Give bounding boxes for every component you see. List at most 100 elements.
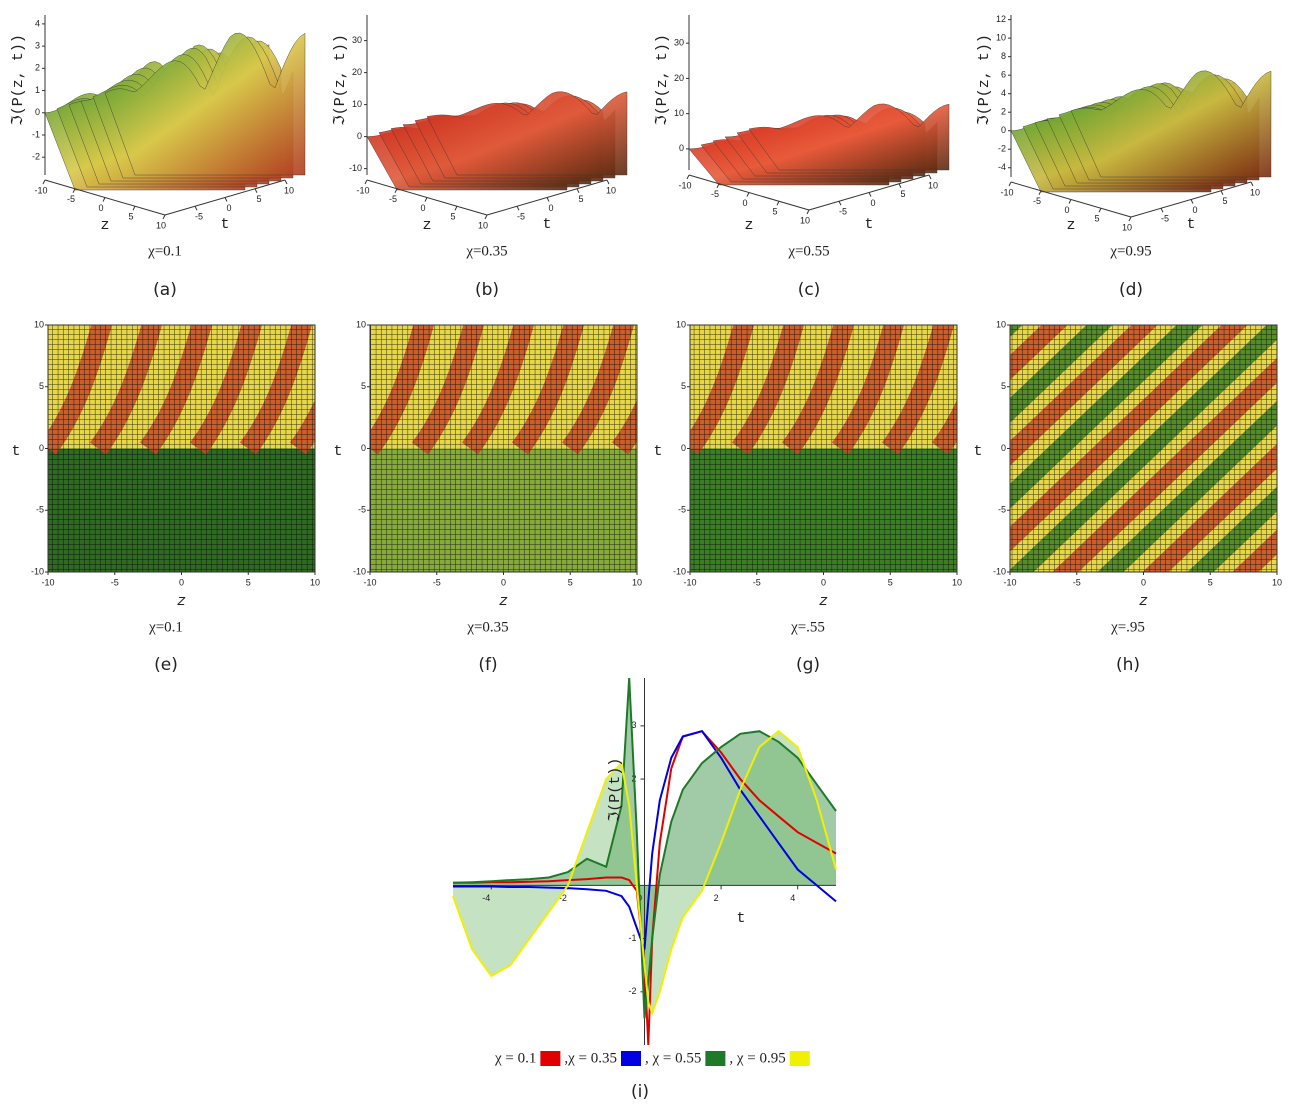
y-tick-label: 10: [284, 185, 294, 195]
panel-label: (a): [153, 280, 177, 300]
z-tick-label: 4: [1001, 88, 1006, 98]
parameter-label: χ=0.35: [465, 243, 507, 259]
y-tick-label: -10: [673, 566, 686, 576]
parameter-label: χ=0.55: [787, 243, 829, 259]
x-tick-label: -5: [389, 194, 397, 204]
parameter-label: χ=0.1: [147, 243, 182, 259]
grid-overlay: [690, 325, 957, 572]
y-tick-label: -5: [517, 212, 525, 222]
z-tick-label: 2: [35, 63, 40, 73]
tick-mark: [547, 198, 549, 202]
y-axis-title: t: [653, 443, 662, 460]
tick-mark: [285, 180, 287, 184]
x-axis-title: z: [100, 217, 109, 234]
x-tick-label: 10: [952, 577, 962, 587]
panel-label: (h): [1116, 655, 1140, 675]
y-tick-label: -5: [195, 212, 203, 222]
z-tick-label: 10: [352, 99, 362, 109]
x-tick-label: -10: [41, 577, 54, 587]
z-tick-label: 0: [357, 131, 362, 141]
tick-mark: [929, 175, 931, 179]
tick-mark: [717, 184, 719, 188]
x-tick-label: -5: [433, 577, 441, 587]
x-tick-label: 2: [714, 893, 719, 903]
x-tick-label: -10: [363, 577, 376, 587]
z-tick-label: 10: [996, 33, 1006, 43]
x-tick-label: -10: [356, 185, 369, 195]
x-tick-label: -10: [34, 185, 47, 195]
tick-mark: [1039, 191, 1041, 195]
panel-label: (f): [478, 655, 497, 675]
x-tick-label: 5: [772, 207, 777, 217]
tick-mark: [1161, 208, 1163, 212]
legend-label: , χ = 0.55: [645, 1050, 701, 1066]
legend-swatch: [621, 1051, 641, 1066]
tick-mark: [839, 201, 841, 205]
y-tick-label: 10: [606, 185, 616, 195]
y-tick-label: 5: [1001, 381, 1006, 391]
parameter-label: χ=.55: [790, 619, 825, 635]
y-axis-title: t: [973, 443, 982, 460]
x-tick-label: 0: [98, 203, 103, 213]
tick-mark: [103, 198, 105, 202]
x-tick-label: 5: [888, 577, 893, 587]
z-tick-label: 4: [35, 18, 40, 28]
line-panel: -4-2024-2-123ℑ(P(t))tχ = 0.1,χ = 0.35, χ…: [453, 678, 836, 1102]
z-tick-label: 8: [1001, 51, 1006, 61]
y-tick-label: -5: [36, 505, 44, 515]
y-tick-label: 10: [996, 319, 1006, 329]
parameter-label: χ=.95: [1110, 619, 1145, 635]
x-tick-label: 0: [501, 577, 506, 587]
legend-swatch: [540, 1051, 560, 1066]
y-tick-label: 0: [1001, 443, 1006, 453]
grid-overlay: [48, 325, 315, 572]
y-tick-label: 10: [1250, 187, 1260, 197]
x-tick-label: 0: [742, 198, 747, 208]
x-tick-label: 5: [1208, 577, 1213, 587]
tick-mark: [777, 201, 779, 205]
tick-mark: [485, 215, 487, 219]
z-tick-label: 20: [674, 73, 684, 83]
x-tick-label: 0: [179, 577, 184, 587]
x-tick-label: -5: [67, 194, 75, 204]
x-tick-label: 0: [1141, 577, 1146, 587]
band: [1280, 315, 1290, 582]
tick-mark: [899, 184, 901, 188]
density-panel: -10-50510-10-50510tzχ=0.35(f): [333, 319, 675, 675]
y-tick-label: 5: [256, 194, 261, 204]
tick-mark: [425, 198, 427, 202]
y-tick-label: 0: [548, 203, 553, 213]
y-tick-label: 10: [676, 319, 686, 329]
tick-mark: [395, 189, 397, 193]
tick-mark: [365, 180, 367, 184]
figure: -2-101234-10-50510-50510ℑ(P(z, t))ztχ=0.…: [0, 0, 1290, 1104]
x-tick-label: 4: [790, 893, 795, 903]
y-axis-title: t: [542, 216, 551, 233]
surface-strip: [749, 104, 949, 170]
tick-mark: [133, 206, 135, 210]
x-axis-title: z: [744, 217, 753, 234]
y-tick-label: 5: [900, 189, 905, 199]
x-tick-label: 5: [450, 212, 455, 222]
panel-label: (g): [796, 655, 820, 675]
x-axis-title: z: [499, 593, 508, 610]
y-tick-label: -5: [998, 505, 1006, 515]
y-axis-title: t: [864, 216, 873, 233]
y-tick-label: -5: [1161, 214, 1169, 224]
x-axis-title: z: [819, 593, 828, 610]
z-tick-label: -10: [349, 163, 362, 173]
tick-mark: [577, 189, 579, 193]
z-tick-label: 30: [352, 35, 362, 45]
y-tick-label: 5: [1222, 196, 1227, 206]
density-field: [48, 320, 353, 572]
x-tick-label: -4: [482, 893, 490, 903]
z-tick-label: 0: [679, 143, 684, 153]
z-tick-label: 0: [35, 107, 40, 117]
y-tick-label: 0: [226, 203, 231, 213]
tick-mark: [1129, 217, 1131, 221]
tick-mark: [73, 189, 75, 193]
tick-mark: [255, 189, 257, 193]
x-tick-label: 10: [632, 577, 642, 587]
